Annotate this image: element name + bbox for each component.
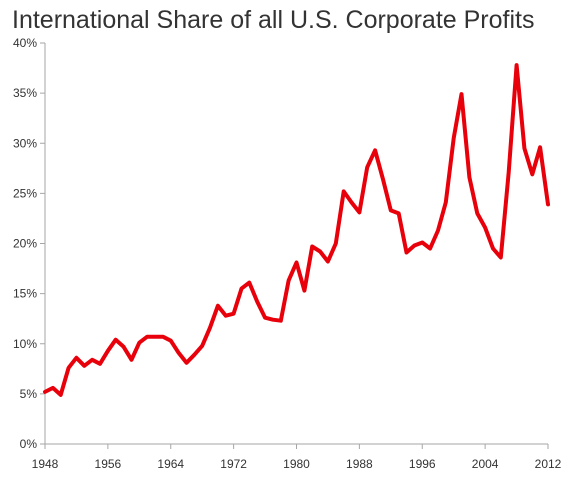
data-point xyxy=(255,300,259,304)
data-point xyxy=(90,358,94,362)
data-point xyxy=(82,364,86,368)
y-tick-label: 30% xyxy=(13,136,37,150)
data-point xyxy=(192,353,196,357)
data-point xyxy=(279,319,283,323)
y-tick-label: 15% xyxy=(13,287,37,301)
y-tick-label: 0% xyxy=(20,437,38,451)
data-point xyxy=(499,256,503,260)
data-point xyxy=(51,386,55,390)
data-point xyxy=(381,177,385,181)
x-tick-label: 1956 xyxy=(95,457,122,471)
data-point xyxy=(184,361,188,365)
data-point xyxy=(538,145,542,149)
data-point xyxy=(129,358,133,362)
data-point xyxy=(74,356,78,360)
data-point xyxy=(43,390,47,394)
chart-axes xyxy=(40,42,549,449)
x-axis-labels: 1948 1956 1964 1972 1980 1988 1996 2004 2012 xyxy=(32,457,562,471)
y-tick-label: 10% xyxy=(13,337,37,351)
data-point xyxy=(216,304,220,308)
data-point xyxy=(334,242,338,246)
data-point xyxy=(507,170,511,174)
data-point xyxy=(389,208,393,212)
data-point xyxy=(114,338,118,342)
x-tick-label: 1988 xyxy=(346,457,373,471)
data-point xyxy=(67,366,71,370)
series-line xyxy=(43,63,550,397)
data-point xyxy=(444,200,448,204)
data-point xyxy=(546,202,550,206)
data-point xyxy=(239,287,243,291)
y-tick-label: 25% xyxy=(13,186,37,200)
data-point xyxy=(373,148,377,152)
data-point xyxy=(200,344,204,348)
data-point xyxy=(428,247,432,251)
x-tick-label: 1964 xyxy=(157,457,184,471)
data-point xyxy=(295,261,299,265)
data-point xyxy=(467,175,471,179)
data-point xyxy=(263,316,267,320)
data-point xyxy=(145,335,149,339)
data-point xyxy=(106,349,110,353)
data-point xyxy=(452,136,456,140)
data-point xyxy=(169,339,173,343)
data-point xyxy=(342,189,346,193)
series-layer xyxy=(43,63,550,397)
data-point xyxy=(98,362,102,366)
data-point xyxy=(59,393,63,397)
data-point xyxy=(122,345,126,349)
y-tick-label: 35% xyxy=(13,86,37,100)
data-point xyxy=(357,210,361,214)
data-point xyxy=(224,314,228,318)
data-point xyxy=(436,228,440,232)
y-axis-labels: 0% 5% 10% 15% 20% 25% 30% 35% 40% xyxy=(13,36,37,451)
data-point xyxy=(177,351,181,355)
data-point xyxy=(491,247,495,251)
data-point xyxy=(161,335,165,339)
data-point xyxy=(350,200,354,204)
data-point xyxy=(271,318,275,322)
data-point xyxy=(530,172,534,176)
data-point xyxy=(318,250,322,254)
data-point xyxy=(247,281,251,285)
y-tick-label: 20% xyxy=(13,237,37,251)
data-point xyxy=(232,312,236,316)
x-tick-label: 1996 xyxy=(409,457,436,471)
data-point xyxy=(420,240,424,244)
data-point xyxy=(326,260,330,264)
data-point xyxy=(302,289,306,293)
data-point xyxy=(365,165,369,169)
data-point xyxy=(208,326,212,330)
data-point xyxy=(153,335,157,339)
data-point xyxy=(137,341,141,345)
data-point xyxy=(310,245,314,249)
data-point xyxy=(515,63,519,67)
y-tick-label: 40% xyxy=(13,36,37,50)
y-tick-label: 5% xyxy=(20,387,38,401)
data-point xyxy=(405,251,409,255)
data-point xyxy=(412,244,416,248)
chart-title: International Share of all U.S. Corporat… xyxy=(12,6,535,34)
data-point xyxy=(475,211,479,215)
data-point xyxy=(397,211,401,215)
data-point xyxy=(522,146,526,150)
x-tick-label: 2004 xyxy=(472,457,499,471)
data-point xyxy=(287,279,291,283)
x-tick-label: 1948 xyxy=(32,457,59,471)
data-point xyxy=(483,225,487,229)
x-tick-label: 1980 xyxy=(283,457,310,471)
x-tick-label: 2012 xyxy=(535,457,562,471)
data-point xyxy=(460,92,464,96)
x-tick-label: 1972 xyxy=(220,457,247,471)
